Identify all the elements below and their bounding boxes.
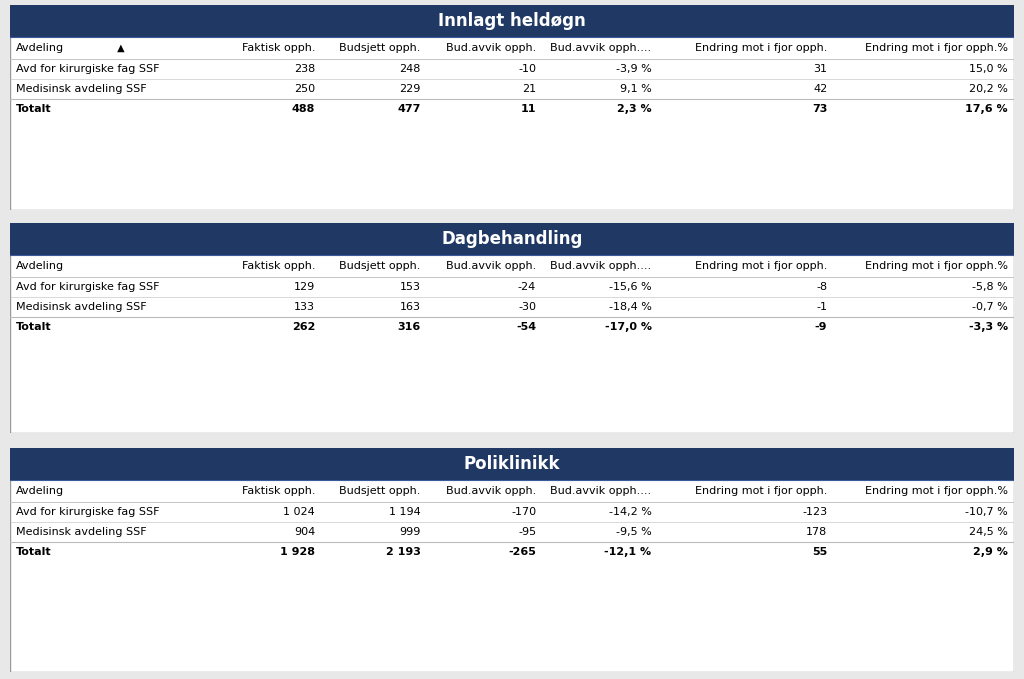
Bar — [10, 223, 1014, 255]
Text: -24: -24 — [518, 282, 537, 292]
Text: 21: 21 — [522, 84, 537, 94]
Text: Avdeling: Avdeling — [16, 486, 65, 496]
Text: 1 928: 1 928 — [281, 547, 315, 557]
Text: Bud.avvik opph....: Bud.avvik opph.... — [551, 486, 651, 496]
Text: Bud.avvik opph....: Bud.avvik opph.... — [551, 261, 651, 271]
Text: 31: 31 — [813, 64, 827, 74]
Text: 488: 488 — [292, 104, 315, 114]
Text: 904: 904 — [294, 527, 315, 537]
Text: Avd for kirurgiske fag SSF: Avd for kirurgiske fag SSF — [16, 64, 160, 74]
Text: Avd for kirurgiske fag SSF: Avd for kirurgiske fag SSF — [16, 282, 160, 292]
Text: Endring mot i fjor opph.%: Endring mot i fjor opph.% — [865, 43, 1008, 53]
Text: Endring mot i fjor opph.: Endring mot i fjor opph. — [695, 486, 827, 496]
Text: Endring mot i fjor opph.: Endring mot i fjor opph. — [695, 261, 827, 271]
Text: 1 024: 1 024 — [284, 507, 315, 517]
Text: -0,7 %: -0,7 % — [972, 302, 1008, 312]
Text: 163: 163 — [399, 302, 421, 312]
Text: Budsjett opph.: Budsjett opph. — [339, 43, 421, 53]
Text: 42: 42 — [813, 84, 827, 94]
Text: Bud.avvik opph.: Bud.avvik opph. — [445, 43, 537, 53]
Text: 24,5 %: 24,5 % — [969, 527, 1008, 537]
Text: -123: -123 — [802, 507, 827, 517]
Text: Faktisk opph.: Faktisk opph. — [242, 261, 315, 271]
Text: -1: -1 — [816, 302, 827, 312]
Text: Totalt: Totalt — [16, 322, 51, 332]
Text: 153: 153 — [399, 282, 421, 292]
Text: -9,5 %: -9,5 % — [615, 527, 651, 537]
Text: Budsjett opph.: Budsjett opph. — [339, 261, 421, 271]
Text: 20,2 %: 20,2 % — [969, 84, 1008, 94]
Text: 9,1 %: 9,1 % — [620, 84, 651, 94]
Text: -8: -8 — [816, 282, 827, 292]
Text: Medisinsk avdeling SSF: Medisinsk avdeling SSF — [16, 527, 146, 537]
Text: 2,9 %: 2,9 % — [973, 547, 1008, 557]
Text: 262: 262 — [292, 322, 315, 332]
Text: 248: 248 — [399, 64, 421, 74]
Bar — [10, 5, 1014, 37]
Text: Medisinsk avdeling SSF: Medisinsk avdeling SSF — [16, 84, 146, 94]
Text: Bud.avvik opph.: Bud.avvik opph. — [445, 261, 537, 271]
Text: -10,7 %: -10,7 % — [966, 507, 1008, 517]
Text: 316: 316 — [397, 322, 421, 332]
Text: 238: 238 — [294, 64, 315, 74]
Text: -15,6 %: -15,6 % — [609, 282, 651, 292]
Text: Endring mot i fjor opph.: Endring mot i fjor opph. — [695, 43, 827, 53]
Text: 250: 250 — [294, 84, 315, 94]
Text: -10: -10 — [518, 64, 537, 74]
Text: 229: 229 — [399, 84, 421, 94]
Text: 17,6 %: 17,6 % — [966, 104, 1008, 114]
Text: 178: 178 — [806, 527, 827, 537]
Text: 999: 999 — [399, 527, 421, 537]
Text: Bud.avvik opph....: Bud.avvik opph.... — [551, 43, 651, 53]
Text: ▲: ▲ — [114, 43, 124, 53]
Text: 2,3 %: 2,3 % — [616, 104, 651, 114]
Text: Avdeling: Avdeling — [16, 261, 65, 271]
Text: Bud.avvik opph.: Bud.avvik opph. — [445, 486, 537, 496]
Text: Dagbehandling: Dagbehandling — [441, 230, 583, 248]
Text: -3,9 %: -3,9 % — [615, 64, 651, 74]
Text: -12,1 %: -12,1 % — [604, 547, 651, 557]
Text: Totalt: Totalt — [16, 104, 51, 114]
Bar — [10, 448, 1014, 480]
Text: -95: -95 — [518, 527, 537, 537]
Text: -14,2 %: -14,2 % — [608, 507, 651, 517]
Text: -5,8 %: -5,8 % — [972, 282, 1008, 292]
Text: -170: -170 — [511, 507, 537, 517]
Text: 55: 55 — [812, 547, 827, 557]
Text: Totalt: Totalt — [16, 547, 51, 557]
Text: -17,0 %: -17,0 % — [604, 322, 651, 332]
Text: Poliklinikk: Poliklinikk — [464, 455, 560, 473]
Text: -9: -9 — [815, 322, 827, 332]
Text: Endring mot i fjor opph.%: Endring mot i fjor opph.% — [865, 261, 1008, 271]
Text: -265: -265 — [508, 547, 537, 557]
Text: -54: -54 — [516, 322, 537, 332]
Text: Innlagt heldøgn: Innlagt heldøgn — [438, 12, 586, 30]
Text: 73: 73 — [812, 104, 827, 114]
Text: Medisinsk avdeling SSF: Medisinsk avdeling SSF — [16, 302, 146, 312]
Text: 129: 129 — [294, 282, 315, 292]
Text: Budsjett opph.: Budsjett opph. — [339, 486, 421, 496]
Text: 2 193: 2 193 — [386, 547, 421, 557]
Text: -30: -30 — [518, 302, 537, 312]
Text: Avd for kirurgiske fag SSF: Avd for kirurgiske fag SSF — [16, 507, 160, 517]
Text: 11: 11 — [520, 104, 537, 114]
Text: 133: 133 — [294, 302, 315, 312]
Text: 15,0 %: 15,0 % — [970, 64, 1008, 74]
Text: 477: 477 — [397, 104, 421, 114]
Text: Endring mot i fjor opph.%: Endring mot i fjor opph.% — [865, 486, 1008, 496]
Text: Avdeling: Avdeling — [16, 43, 65, 53]
Text: -18,4 %: -18,4 % — [608, 302, 651, 312]
Text: 1 194: 1 194 — [389, 507, 421, 517]
Text: -3,3 %: -3,3 % — [969, 322, 1008, 332]
Text: Faktisk opph.: Faktisk opph. — [242, 43, 315, 53]
Text: Faktisk opph.: Faktisk opph. — [242, 486, 315, 496]
